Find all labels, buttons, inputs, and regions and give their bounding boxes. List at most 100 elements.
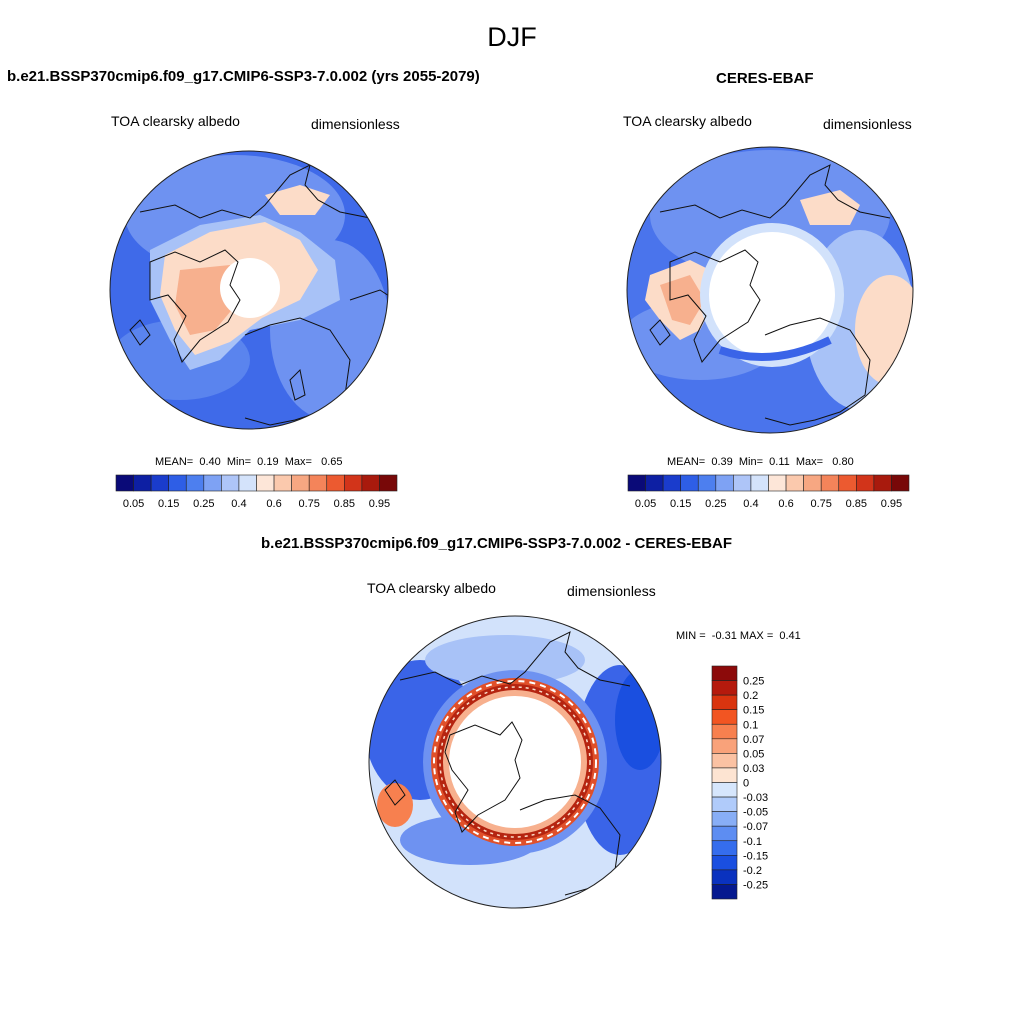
panel-3-colorbar-tick-label: -0.2: [743, 865, 762, 877]
panel-2-colorbar-tick-label: 0.05: [635, 498, 656, 510]
panel-1-colorbar-swatch: [115, 474, 134, 492]
panel-1-variable: TOA clearsky albedo: [111, 113, 240, 129]
panel-3-stats: MIN = -0.31 MAX = 0.41: [676, 630, 801, 642]
panel-1-colorbar-swatch: [185, 474, 205, 492]
panel-3-colorbar-tick-label: -0.05: [743, 807, 768, 819]
panel-1-colorbar-swatch: [238, 474, 257, 492]
panel-3-colorbar-tick-label: -0.25: [743, 879, 768, 891]
panel-2-colorbar-swatch: [627, 474, 646, 492]
panel-3-colorbar-swatch: [711, 840, 738, 856]
panel-1-colorbar-tick-label: 0.15: [158, 498, 179, 510]
panel-1-colorbar-swatch: [150, 474, 169, 492]
panel-2-colorbar-tick-label: 0.4: [743, 498, 758, 510]
panel-1-colorbar-tick-label: 0.25: [193, 498, 214, 510]
panel-3-colorbar-swatch: [711, 738, 738, 754]
panel-3-colorbar-tick-label: 0.2: [743, 690, 758, 702]
panel-2-colorbar: 0.05 0.15 0.25 0.4 0.6 0.75 0.85 0.95: [627, 474, 910, 510]
panel-3-colorbar-swatch: [711, 753, 738, 769]
panel-2-colorbar-tick-label: 0.6: [778, 498, 793, 510]
figure-title: DJF: [487, 22, 537, 52]
panel-2-colorbar-tick-label: 0.85: [846, 498, 867, 510]
panel-1-colorbar-swatch: [273, 474, 292, 492]
panel-3-colorbar-swatch: [711, 723, 738, 740]
panel-3-coastlines: [384, 631, 631, 896]
panel-3-colorbar-swatch: [711, 694, 738, 710]
panel-3-units: dimensionless: [567, 583, 656, 599]
panel-1-colorbar-swatch: [379, 474, 398, 492]
panel-1-colorbar-tick-label: 0.75: [298, 498, 319, 510]
panel-1-colorbar-tick-label: 0.05: [123, 498, 144, 510]
panel-2-colorbar-tick-label: 0.25: [705, 498, 726, 510]
panel-2-colorbar-swatch: [697, 474, 717, 492]
panel-3-colorbar-tick-label: 0.15: [743, 705, 764, 717]
panel-3-colorbar: 0.25 0.2 0.15 0.1 0.07 0.05 0.03 0 -0.03 -0.05 -0.…: [711, 665, 768, 900]
panel-3-colorbar-swatch: [711, 811, 738, 827]
panel-1-coastlines: [129, 164, 388, 426]
panel-1-colorbar-swatch: [361, 474, 380, 492]
panel-1-colorbar-swatch: [203, 474, 222, 492]
panel-1-colorbar-tick-label: 0.4: [231, 498, 246, 510]
panel-3-variable: TOA clearsky albedo: [367, 580, 496, 596]
panel-2-colorbar-swatch: [645, 474, 664, 492]
panel-2-colorbar-swatch: [820, 474, 840, 492]
panel-1-colorbar-swatch: [291, 474, 310, 492]
panel-1-colorbar-swatch: [308, 474, 328, 492]
panel-3-colorbar-tick-label: -0.15: [743, 850, 768, 862]
panel-1-colorbar-tick-label: 0.95: [369, 498, 390, 510]
panel-3-colorbar-tick-label: 0.07: [743, 734, 764, 746]
panel-3-colorbar-tick-label: -0.03: [743, 792, 768, 804]
panel-3-colorbar-tick-label: 0.03: [743, 763, 764, 775]
panel-2-colorbar-swatch: [715, 474, 734, 492]
panel-1-colorbar-swatch: [344, 474, 363, 492]
panel-2-colorbar-swatch: [785, 474, 804, 492]
panel-2-colorbar-swatch: [768, 474, 787, 492]
panel-1-colorbar-tick-label: 0.85: [334, 498, 355, 510]
panel-1-colorbar-tick-label: 0.6: [266, 498, 281, 510]
panel-2-coastlines: [649, 164, 891, 426]
panel-1-colorbar-swatch: [168, 474, 187, 492]
panel-3-colorbar-swatch: [711, 825, 738, 842]
panel-1-map: [110, 151, 388, 429]
panel-2-colorbar-swatch: [733, 474, 752, 492]
panel-2-colorbar-swatch: [662, 474, 681, 492]
panel-3-colorbar-tick-label: 0: [743, 778, 749, 790]
panel-2-colorbar-swatch: [680, 474, 699, 492]
panel-1-colorbar: 0.05 0.15 0.25 0.4 0.6 0.75 0.85 0.95: [115, 474, 398, 510]
panel-2-units: dimensionless: [823, 116, 912, 132]
panel-3-colorbar-swatch: [711, 767, 738, 783]
panel-2-colorbar-swatch: [838, 474, 857, 492]
panel-3-colorbar-swatch: [711, 884, 738, 900]
panel-3-colorbar-swatch: [711, 782, 738, 798]
panel-2-colorbar-swatch: [750, 474, 769, 492]
panel-1-title: b.e21.BSSP370cmip6.f09_g17.CMIP6-SSP3-7.…: [7, 68, 480, 85]
panel-3-colorbar-tick-label: 0.1: [743, 719, 758, 731]
panel-3-colorbar-tick-label: -0.07: [743, 821, 768, 833]
panel-3-title: b.e21.BSSP370cmip6.f09_g17.CMIP6-SSP3-7.…: [261, 535, 733, 552]
panel-3-colorbar-tick-label: -0.1: [743, 836, 762, 848]
panel-3-colorbar-swatch: [711, 665, 738, 681]
panel-2-colorbar-swatch: [803, 474, 822, 492]
panel-2-colorbar-swatch: [856, 474, 875, 492]
panel-3-colorbar-swatch: [711, 680, 738, 696]
panel-1-colorbar-swatch: [221, 474, 240, 492]
panel-2-colorbar-tick-label: 0.75: [810, 498, 831, 510]
panel-2-title: CERES-EBAF: [716, 70, 814, 87]
panel-3-colorbar-swatch: [711, 796, 738, 812]
panel-2-colorbar-swatch: [873, 474, 892, 492]
panel-3-border: [368, 615, 662, 909]
panel-2-map: [627, 147, 913, 433]
panel-3-colorbar-swatch: [711, 855, 738, 871]
panel-3-colorbar-tick-label: 0.05: [743, 748, 764, 760]
panel-3-colorbar-tick-label: 0.25: [743, 676, 764, 688]
panel-2-border: [626, 146, 914, 434]
panel-1-stats: MEAN= 0.40 Min= 0.19 Max= 0.65: [155, 456, 343, 468]
panel-1-colorbar-swatch: [326, 474, 345, 492]
panel-3-colorbar-swatch: [711, 709, 738, 725]
panel-2-colorbar-tick-label: 0.95: [881, 498, 902, 510]
panel-3-colorbar-swatch: [711, 869, 738, 885]
panel-2-stats: MEAN= 0.39 Min= 0.11 Max= 0.80: [667, 456, 854, 468]
panel-1-colorbar-swatch: [133, 474, 152, 492]
panel-2-variable: TOA clearsky albedo: [623, 113, 752, 129]
panel-2-colorbar-swatch: [891, 474, 910, 492]
